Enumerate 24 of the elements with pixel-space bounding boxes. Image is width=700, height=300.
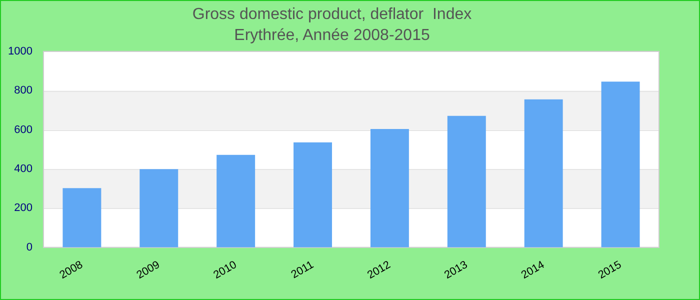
y-tick-label: 1000 — [8, 45, 32, 58]
y-tick-label: 800 — [14, 84, 32, 97]
x-tick-label: 2011 — [289, 258, 316, 282]
chart-title: Gross domestic product, deflator Index — [192, 6, 472, 24]
y-tick-label: 0 — [26, 241, 32, 254]
chart-subtitle: Erythrée, Année 2008-2015 — [234, 27, 430, 44]
bar — [140, 169, 178, 248]
bar — [62, 188, 102, 248]
bar — [370, 128, 409, 248]
bar — [216, 154, 256, 248]
x-tick-label: 2014 — [519, 258, 547, 282]
x-tick-label: 2012 — [366, 258, 393, 282]
bar — [524, 99, 563, 248]
x-tick-label: 2009 — [134, 258, 162, 282]
y-tick-label: 400 — [14, 162, 32, 175]
y-tick-label: 600 — [14, 124, 32, 136]
x-tick-label: 2008 — [58, 258, 85, 282]
x-tick-label: 2010 — [212, 258, 239, 282]
y-tick-label: 200 — [14, 202, 32, 214]
bar — [447, 116, 486, 248]
bar — [601, 82, 640, 248]
bar — [294, 142, 332, 248]
x-tick-label: 2015 — [596, 258, 624, 282]
x-tick-label: 2013 — [442, 258, 470, 282]
